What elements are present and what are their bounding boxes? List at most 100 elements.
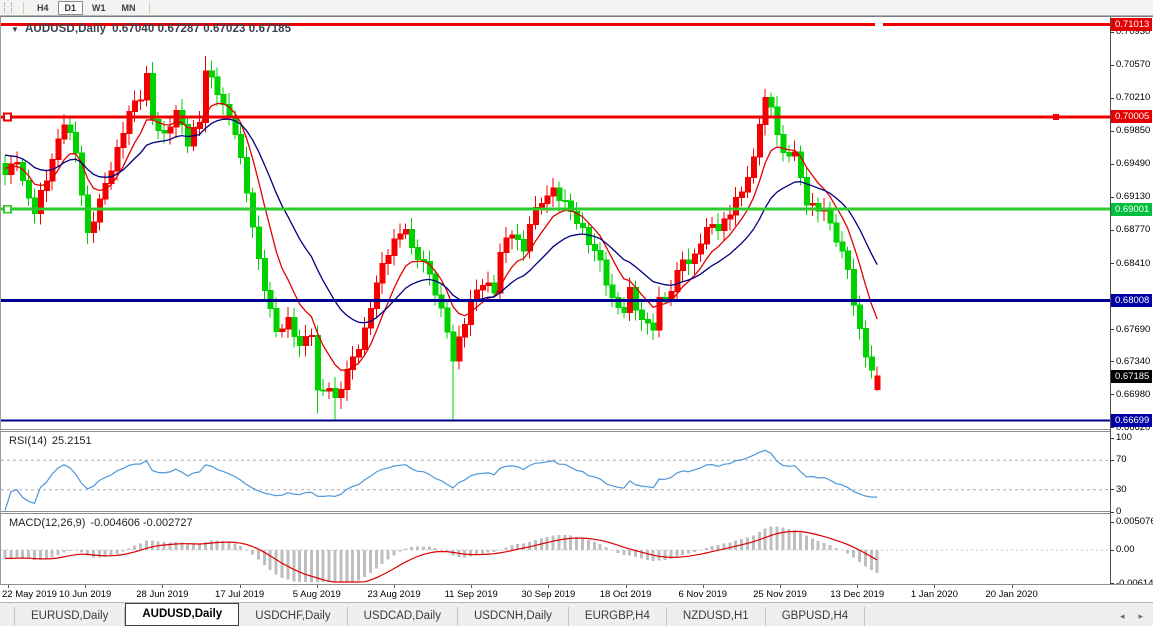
timeframe-w1-button[interactable]: W1 xyxy=(85,1,113,15)
tab-scroll-right-icon[interactable]: ▸ xyxy=(1138,611,1143,621)
price-axis-tick xyxy=(1111,64,1114,66)
time-axis-tick xyxy=(471,585,473,588)
tab-eurgbp-h4[interactable]: EURGBP,H4 xyxy=(569,607,667,626)
chart-title-ohlc: 0.67040 0.67287 0.67023 0.67185 xyxy=(112,23,292,35)
time-axis-tick xyxy=(162,585,164,588)
chart-window: ▼ AUDUSD,Daily 0.67040 0.67287 0.67023 0… xyxy=(0,16,1153,588)
time-axis-label: 13 Dec 2019 xyxy=(830,589,885,600)
hline-level-0.69001[interactable] xyxy=(1,204,1110,214)
time-axis-tick xyxy=(625,585,627,588)
rsi-axis-label: 70 xyxy=(1116,454,1127,466)
time-axis-label: 11 Sep 2019 xyxy=(444,589,498,600)
price-pane[interactable]: ▼ AUDUSD,Daily 0.67040 0.67287 0.67023 0… xyxy=(1,17,1110,429)
price-chart-canvas[interactable] xyxy=(1,17,1110,429)
price-axis-tick xyxy=(1111,196,1114,198)
price-axis-label: 0.67690 xyxy=(1116,323,1151,335)
price-axis-tick xyxy=(1111,130,1114,132)
macd-axis-label: 0.00 xyxy=(1116,544,1135,555)
price-axis-tick xyxy=(1111,31,1114,33)
price-axis-tick xyxy=(1111,361,1114,363)
tab-eurusd-daily[interactable]: EURUSD,Daily xyxy=(14,607,126,626)
tab-audusd-daily[interactable]: AUDUSD,Daily xyxy=(125,603,240,626)
time-axis-label: 1 Jan 2020 xyxy=(910,589,958,600)
tab-scroll-left-icon[interactable]: ◂ xyxy=(1119,611,1125,621)
price-axis-tick xyxy=(1111,427,1114,429)
time-axis-label: 22 May 2019 xyxy=(2,589,57,600)
time-axis[interactable]: 22 May 2019 10 Jun 2019 28 Jun 2019 17 Jul … xyxy=(0,584,1153,602)
time-axis-tick xyxy=(934,585,936,588)
time-axis-tick xyxy=(1011,585,1013,588)
price-badge-0.71013: 0.71013 xyxy=(1111,18,1152,31)
price-axis-tick xyxy=(1111,263,1114,264)
candlesticks xyxy=(2,55,881,422)
rsi-axis-label: 30 xyxy=(1116,483,1127,495)
time-axis-label: 20 Jan 2020 xyxy=(985,589,1038,600)
symbol-dropdown-icon[interactable]: ▼ xyxy=(11,24,20,34)
time-axis-label: 18 Oct 2019 xyxy=(599,589,652,600)
chart-title: ▼ AUDUSD,Daily 0.67040 0.67287 0.67023 0… xyxy=(11,23,291,35)
time-axis-tick xyxy=(394,585,395,588)
macd-axis-tick xyxy=(1111,583,1114,585)
chart-tab-bar: EURUSD,Daily AUDUSD,Daily USDCHF,Daily U… xyxy=(0,602,1153,626)
pane-splitter[interactable] xyxy=(1,511,1110,514)
macd-name: MACD(12,26,9) xyxy=(9,517,86,529)
tab-nzdusd-h1[interactable]: NZDUSD,H1 xyxy=(667,607,766,626)
price-badge-0.69001: 0.69001 xyxy=(1111,202,1152,216)
time-axis-label: 10 Jun 2019 xyxy=(59,589,112,600)
price-axis-tick xyxy=(1111,329,1114,331)
rsi-axis-label: 100 xyxy=(1116,432,1132,443)
price-axis-label: 0.69490 xyxy=(1116,158,1151,170)
time-axis-tick xyxy=(316,585,318,588)
moving-average-8 xyxy=(4,102,878,371)
macd-histogram xyxy=(3,526,879,582)
time-axis-tick xyxy=(702,585,704,588)
rsi-axis-tick xyxy=(1111,489,1114,491)
timeframe-toolbar: H4 D1 W1 MN xyxy=(0,0,1153,16)
price-axis-tick xyxy=(1111,394,1114,396)
toolbar-separator xyxy=(23,1,24,14)
price-axis-label: 0.68770 xyxy=(1116,224,1151,236)
tab-usdchf-daily[interactable]: USDCHF,Daily xyxy=(239,607,348,626)
hline-support-0.68008[interactable] xyxy=(1,298,1110,302)
timeframe-mn-button[interactable]: MN xyxy=(115,1,143,15)
macd-axis-tick xyxy=(1111,549,1114,551)
price-axis[interactable]: 0.70930 0.70570 0.70210 0.69850 0.69490 0.691… xyxy=(1110,17,1153,588)
price-axis-label: 0.70210 xyxy=(1116,92,1151,104)
tab-usdcnh-daily[interactable]: USDCNH,Daily xyxy=(458,607,569,626)
hline-resistance-0.71013[interactable] xyxy=(1,22,1110,27)
price-axis-tick xyxy=(1111,163,1114,165)
price-axis-label: 0.67340 xyxy=(1116,355,1151,367)
price-axis-tick xyxy=(1111,229,1114,231)
timeframe-h4-button[interactable]: H4 xyxy=(30,1,56,15)
chart-title-symbol: AUDUSD,Daily xyxy=(25,23,107,35)
toolbar-separator xyxy=(148,1,150,14)
rsi-chart-canvas[interactable] xyxy=(1,432,1110,511)
timeframe-d1-button[interactable]: D1 xyxy=(57,0,84,15)
rsi-line xyxy=(4,449,878,511)
macd-pane[interactable]: MACD(12,26,9) -0.004606 -0.002727 xyxy=(1,514,1110,585)
hline-resistance-0.70005[interactable] xyxy=(1,112,1110,122)
time-axis-label: 17 Jul 2019 xyxy=(215,589,265,600)
macd-chart-canvas[interactable] xyxy=(1,514,1110,585)
macd-values: -0.004606 -0.002727 xyxy=(90,517,193,529)
rsi-pane[interactable]: RSI(14) 25.2151 xyxy=(1,432,1110,511)
macd-label: MACD(12,26,9) -0.004606 -0.002727 xyxy=(9,517,193,529)
rsi-axis-label: 0 xyxy=(1116,506,1122,517)
moving-average-20 xyxy=(4,118,878,324)
time-axis-tick xyxy=(548,585,550,588)
time-axis-label: 28 Jun 2019 xyxy=(136,589,189,600)
tab-usdcad-daily[interactable]: USDCAD,Daily xyxy=(348,607,458,626)
chart-plot-area[interactable]: ▼ AUDUSD,Daily 0.67040 0.67287 0.67023 0… xyxy=(0,17,1110,585)
time-axis-label: 23 Aug 2019 xyxy=(367,589,421,600)
pane-splitter[interactable] xyxy=(1,429,1110,432)
rsi-label: RSI(14) 25.2151 xyxy=(9,435,92,447)
time-axis-tick xyxy=(239,585,241,588)
time-axis-label: 6 Nov 2019 xyxy=(678,589,728,600)
hline-support-0.66699[interactable] xyxy=(1,419,1110,422)
price-axis-label: 0.70570 xyxy=(1116,59,1151,71)
price-axis-label: 0.66980 xyxy=(1116,388,1151,400)
price-axis-label: 0.70930 xyxy=(1116,26,1151,37)
macd-axis-label: 0.005076 xyxy=(1116,516,1153,527)
rsi-axis-tick xyxy=(1111,459,1114,461)
tab-gbpusd-h4[interactable]: GBPUSD,H4 xyxy=(766,607,866,626)
